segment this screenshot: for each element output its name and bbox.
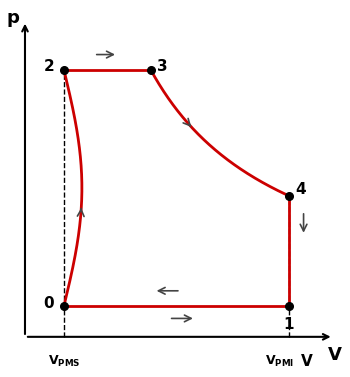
Text: V: V: [301, 354, 313, 369]
Text: V: V: [328, 346, 341, 364]
Text: 1: 1: [284, 317, 294, 332]
Text: $\mathbf{V}_{\mathbf{PMI}}$: $\mathbf{V}_{\mathbf{PMI}}$: [265, 354, 294, 369]
Text: 0: 0: [44, 296, 54, 311]
Text: 3: 3: [158, 59, 168, 74]
Text: 2: 2: [44, 59, 54, 74]
Text: $\mathbf{V}_{\mathbf{PMS}}$: $\mathbf{V}_{\mathbf{PMS}}$: [48, 354, 80, 369]
Text: p: p: [6, 9, 19, 27]
Text: 4: 4: [295, 182, 306, 197]
